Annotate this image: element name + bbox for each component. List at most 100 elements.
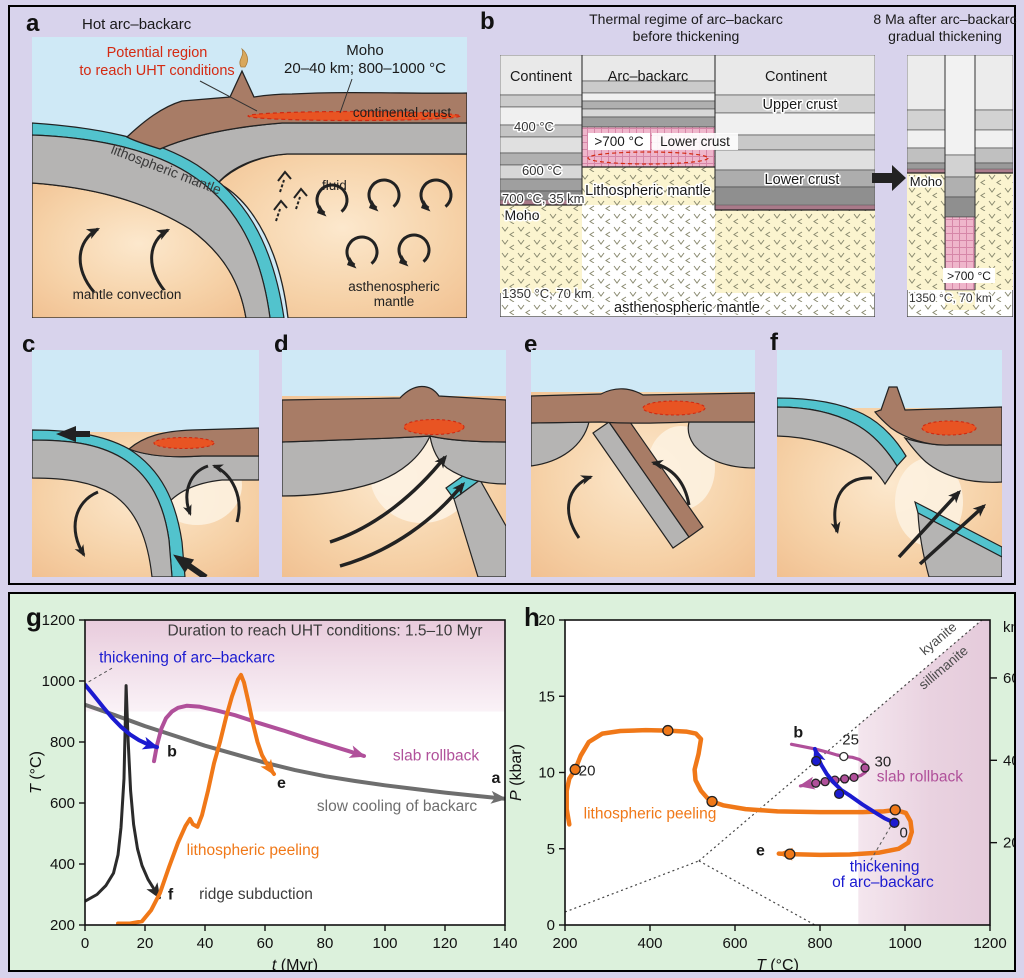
slab-stub-body [453, 479, 506, 577]
lower-slab-body [917, 511, 1002, 577]
moho-label: Moho [910, 174, 943, 189]
data-marker [569, 763, 581, 776]
uht-region-ellipse [247, 110, 461, 122]
slab-gray-body [32, 439, 173, 577]
series-arrowhead [798, 776, 816, 790]
right-continent-stack [714, 55, 875, 211]
annotation-0: 0 [900, 824, 908, 841]
lower-crust-chip [652, 133, 738, 150]
data-marker [662, 724, 674, 737]
continental-crust-shape [125, 69, 467, 150]
gt700-chip [943, 268, 995, 283]
isotherm-600-label: 600 °C [522, 163, 562, 178]
uht-lower-crust-ellipse [587, 151, 709, 165]
panel-f-letter: f [770, 329, 778, 356]
y-tick-label: 1200 [42, 612, 75, 629]
continent-left-label: Continent [510, 69, 572, 85]
y-tick-label: 1000 [42, 673, 75, 690]
side-stacks [907, 55, 1013, 174]
data-marker [840, 774, 850, 784]
annotation-slow-cooling-of-backarc: slow cooling of backarc [317, 798, 477, 815]
data-marker [811, 755, 822, 767]
panel-b-title-right: 8 Ma after arc–backarc gradual thickenin… [862, 11, 1024, 45]
plot-frame [84, 619, 506, 926]
moho-leader [339, 78, 353, 114]
yellow-left-pattern [907, 173, 945, 290]
panel-c-diagram [32, 350, 259, 577]
continental-crust-label: continental crust [353, 105, 452, 120]
data-marker [833, 788, 845, 800]
y-tick-label: 400 [50, 856, 75, 873]
right-lithosphere [687, 421, 755, 469]
fluid-arrows-icon [273, 170, 308, 222]
data-marker [889, 804, 901, 816]
annotation-20: 20 [579, 763, 596, 780]
x-tick-label: 80 [317, 935, 334, 952]
uht-ellipse [403, 418, 465, 436]
convection-arrows-icon [73, 464, 241, 557]
right-tick-label: 40 [1003, 752, 1014, 769]
annotation-e: e [277, 775, 286, 792]
x-tick-label: 1000 [888, 935, 921, 952]
fluid-label: fluid [322, 178, 347, 193]
lower-crust-mid-label: Lower crust [660, 134, 730, 149]
series-arrowhead [348, 745, 366, 758]
uht-band [85, 620, 505, 712]
crust [531, 388, 755, 424]
isotherm-400-label: 400 °C [514, 119, 554, 134]
data-marker [889, 817, 900, 828]
slab-retreat-arrow-icon [173, 554, 208, 577]
panel-h-letter: h [524, 602, 540, 632]
series-slow-cooling-of-backarc [85, 702, 505, 801]
x-tick-label: 60 [257, 935, 274, 952]
y-tick-label: 200 [50, 917, 75, 934]
phase-boundary [698, 620, 983, 862]
phase-boundary [565, 860, 700, 913]
series-thickening-of-arc-backarc [85, 682, 159, 750]
right-tick-label: 20 [1003, 835, 1014, 852]
x-axis-label: T (°C) [756, 957, 799, 970]
transition-arrow-icon [872, 165, 906, 191]
panel-group-bottom: g h 0 20 40 60 80 100 120 140 200 400 600 800 1000 12… [8, 592, 1023, 974]
moho-detail-label: 20–40 km; 800–1000 °C [284, 60, 446, 77]
arc-backarc-label: Arc–backarc [608, 69, 689, 85]
data-marker [820, 776, 830, 787]
series-ridge-subduction [85, 684, 161, 903]
x-tick-label: 40 [197, 935, 214, 952]
panel-b-title-left-line1: Thermal regime of arc–backarc [589, 11, 783, 27]
y-axis-label: T (°C) [28, 751, 45, 794]
y-axis-label: P (kbar) [508, 744, 525, 801]
data-marker [849, 772, 859, 783]
series-arrowhead [141, 736, 159, 750]
asthenosphere-inflow-arrows-icon [329, 455, 465, 568]
chart-h: 2004006008001000120005101520204060kmT (°… [508, 612, 1023, 974]
panel-b-title-left-line2: before thickening [632, 28, 740, 44]
asthenospheric-mantle-label: asthenospheric mantle [614, 300, 760, 316]
annotation-f: f [168, 887, 174, 904]
chart-g: 0 20 40 60 80 100 120 140 200 400 600 800 1000 1200 t … [28, 612, 518, 974]
x-tick-label: 800 [807, 935, 832, 952]
gt700-label: >700 °C [947, 269, 991, 283]
moho-label: Moho [504, 207, 539, 223]
y-tick-label: 10 [538, 765, 555, 782]
right-tick-label: 60 [1003, 670, 1014, 687]
panel-b-left-diagram: Continent Arc–backarc Continent 400 °C 6… [500, 55, 875, 317]
y-tick-label: 600 [50, 795, 75, 812]
y-tick-label: 20 [538, 612, 555, 629]
left-continent-stack [500, 55, 583, 206]
convection-arrows-icon [567, 459, 691, 539]
data-marker [860, 763, 870, 773]
panel-b-letter: b [480, 8, 495, 35]
annotation-b: b [793, 724, 803, 741]
lithospheric-mantle-label: Lithospheric mantle [585, 183, 711, 199]
panel-a-diagram: Potential region to reach UHT conditions… [32, 37, 467, 318]
x-tick-label: 200 [552, 935, 577, 952]
series-lithospheric-peeling [116, 672, 276, 925]
right-axis-label: km [1003, 619, 1014, 636]
uht-leader [199, 80, 258, 112]
annotation-30: 30 [875, 753, 892, 770]
annotation-lithospheric-peeling: lithospheric peeling [187, 842, 320, 859]
sagged-center-stack [944, 55, 976, 291]
uht-ellipse [921, 420, 977, 436]
uht-label-line2: to reach UHT conditions [79, 63, 234, 79]
